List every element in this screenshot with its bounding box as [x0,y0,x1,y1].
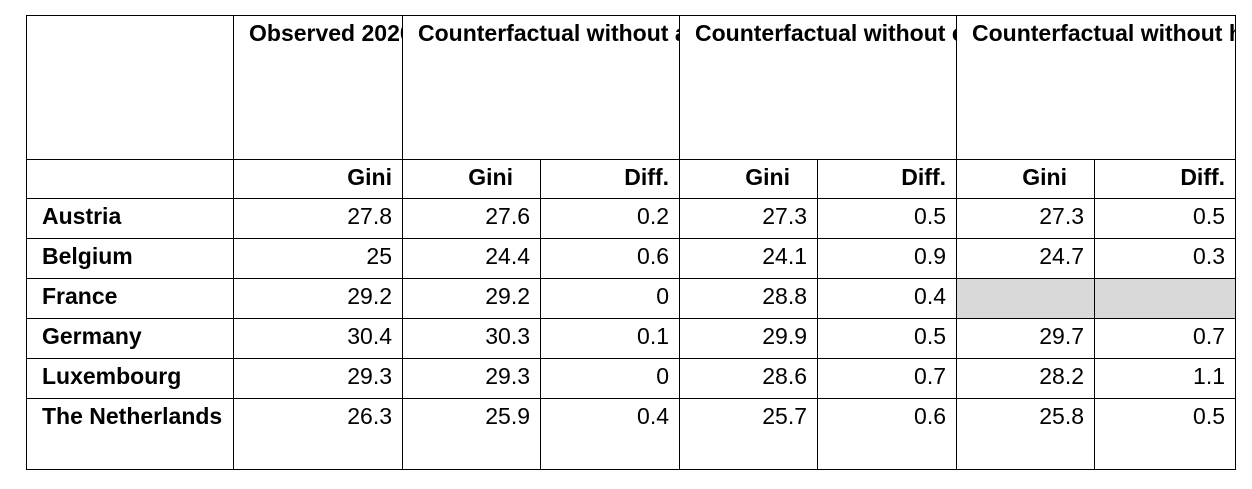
household-diff-cell: 0.6 [817,398,958,470]
table-row: Luxembourg 29.3 29.3 0 28.6 0.7 28.2 1.1 [26,358,1237,399]
subheader-empty-cell [26,159,234,199]
education-gini-missing-cell [956,278,1096,319]
household-diff-cell: 0.9 [817,238,958,279]
observed-gini-cell: 27.8 [233,198,403,239]
household-diff-cell: 0.5 [817,318,958,359]
education-gini-cell: 29.7 [956,318,1096,359]
education-gini-cell: 25.8 [956,398,1096,470]
table-row: Belgium 25 24.4 0.6 24.1 0.9 24.7 0.3 [26,238,1237,279]
household-diff-cell: 0.7 [817,358,958,399]
household-diff-cell: 0.4 [817,278,958,319]
education-diff-cell: 1.1 [1094,358,1237,399]
header-empty-cell [26,15,234,160]
subheader-ageing-gini: Gini [402,159,541,199]
observed-gini-cell: 29.3 [233,358,403,399]
country-cell: Austria [26,198,234,239]
subheader-observed-gini: Gini [233,159,403,199]
header-observed: Observed 2020/2021 [233,15,403,160]
ageing-diff-cell: 0 [539,358,681,399]
household-diff-cell: 0.5 [817,198,958,239]
subheader-education-gini: Gini [956,159,1096,199]
education-gini-cell: 24.7 [956,238,1096,279]
table-row: Austria 27.8 27.6 0.2 27.3 0.5 27.3 0.5 [26,198,1237,239]
education-diff-missing-cell [1094,278,1237,319]
observed-gini-cell: 30.4 [233,318,403,359]
education-gini-cell: 27.3 [956,198,1096,239]
ageing-gini-cell: 27.6 [402,198,541,239]
education-diff-cell: 0.7 [1094,318,1237,359]
country-cell: Belgium [26,238,234,279]
country-cell: France [26,278,234,319]
table-header-row: Observed 2020/2021 Counterfactual withou… [26,15,1237,160]
table-row: The Netherlands 26.3 25.9 0.4 25.7 0.6 2… [26,398,1237,470]
ageing-gini-cell: 25.9 [402,398,541,470]
ageing-gini-cell: 24.4 [402,238,541,279]
header-counterfactual-ageing: Counterfactual without ageing [401,15,681,160]
subheader-ageing-diff: Diff. [539,159,681,199]
country-cell: The Netherlands [26,398,234,470]
education-diff-cell: 0.5 [1094,398,1237,470]
household-gini-cell: 24.1 [679,238,819,279]
table-subheader-row: Gini Gini Diff. Gini Diff. Gini Diff. [26,159,1237,199]
observed-gini-cell: 25 [233,238,403,279]
household-gini-cell: 25.7 [679,398,819,470]
observed-gini-cell: 26.3 [233,398,403,470]
ageing-gini-cell: 29.2 [402,278,541,319]
ageing-diff-cell: 0.6 [539,238,681,279]
education-diff-cell: 0.3 [1094,238,1237,279]
country-cell: Germany [26,318,234,359]
subheader-household-diff: Diff. [817,159,958,199]
household-gini-cell: 27.3 [679,198,819,239]
country-cell: Luxembourg [26,358,234,399]
subheader-household-gini: Gini [679,159,819,199]
ageing-gini-cell: 30.3 [402,318,541,359]
ageing-gini-cell: 29.3 [402,358,541,399]
ageing-diff-cell: 0.1 [539,318,681,359]
household-gini-cell: 28.6 [679,358,819,399]
header-counterfactual-education: Counterfactual without higher education … [956,15,1237,160]
table-row: France 29.2 29.2 0 28.8 0.4 [26,278,1237,319]
subheader-education-diff: Diff. [1094,159,1237,199]
header-counterfactual-household: Counterfactual without changing househol… [679,15,958,160]
table-row: Germany 30.4 30.3 0.1 29.9 0.5 29.7 0.7 [26,318,1237,359]
education-diff-cell: 0.5 [1094,198,1237,239]
household-gini-cell: 29.9 [679,318,819,359]
gini-counterfactual-table: Observed 2020/2021 Counterfactual withou… [26,15,1237,470]
education-gini-cell: 28.2 [956,358,1096,399]
ageing-diff-cell: 0.4 [539,398,681,470]
household-gini-cell: 28.8 [679,278,819,319]
ageing-diff-cell: 0.2 [539,198,681,239]
ageing-diff-cell: 0 [539,278,681,319]
observed-gini-cell: 29.2 [233,278,403,319]
